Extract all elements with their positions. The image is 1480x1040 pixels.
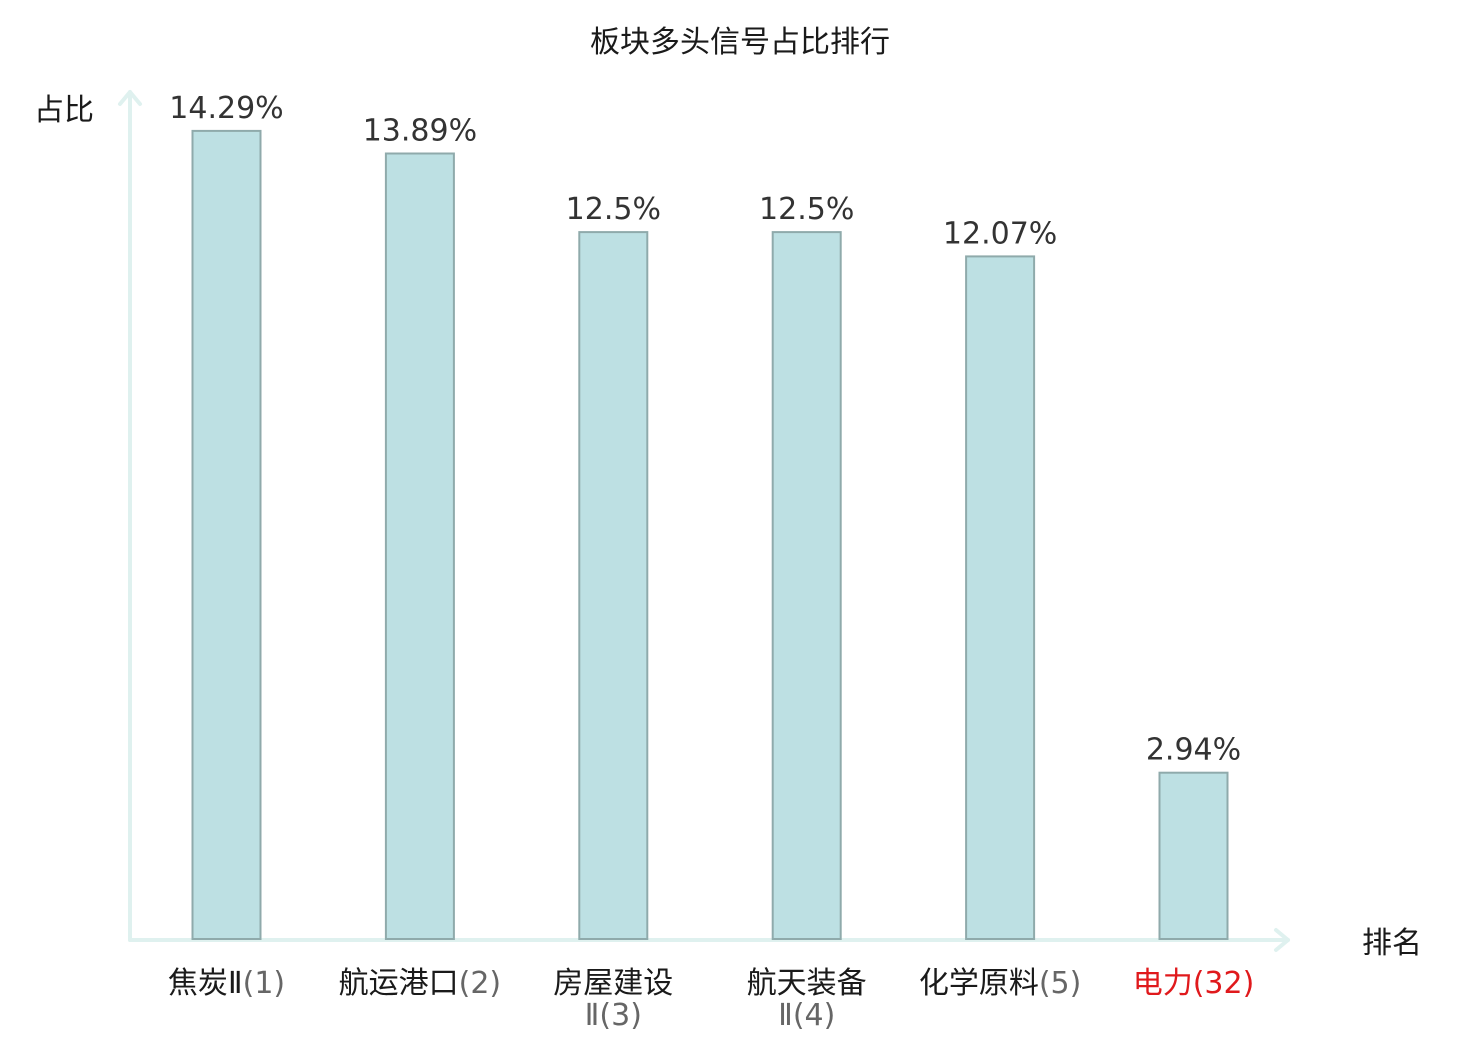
category-name-6: 电力: [1133, 966, 1193, 1001]
category-name-3: 房屋建设: [553, 966, 673, 1001]
bar-6: [1158, 771, 1229, 941]
category-rank-6: (32): [1193, 966, 1255, 1001]
bar-1: [191, 129, 262, 940]
bar-4: [771, 231, 842, 941]
bar-5: [965, 255, 1036, 940]
y-axis-arrow: [118, 90, 142, 106]
value-label-2: 13.89%: [363, 114, 477, 149]
category-label-2: 航运港口(2): [339, 966, 502, 1001]
bar-2: [384, 152, 455, 940]
value-label-1: 14.29%: [169, 91, 283, 126]
value-label-4: 12.5%: [759, 192, 854, 227]
category-rank-4: Ⅱ(4): [778, 998, 835, 1033]
x-axis-label: 排名: [1362, 926, 1422, 961]
value-label-6: 2.94%: [1146, 733, 1241, 768]
category-name-1: 焦炭Ⅱ: [168, 966, 243, 1001]
value-label-5: 12.07%: [943, 216, 1057, 251]
category-rank-3: Ⅱ(3): [585, 998, 642, 1033]
category-name-5: 化学原料: [919, 966, 1039, 1001]
category-label-1: 焦炭Ⅱ(1): [168, 966, 285, 1001]
category-label-5: 化学原料(5): [919, 966, 1082, 1001]
chart-title: 板块多头信号占比排行: [590, 25, 890, 60]
category-rank-5: (5): [1039, 966, 1082, 1001]
x-axis-arrow: [1274, 928, 1290, 952]
y-axis-label: 占比: [34, 93, 94, 128]
value-label-3: 12.5%: [566, 192, 661, 227]
bar-3: [578, 231, 649, 941]
category-label-6: 电力(32): [1133, 966, 1255, 1001]
category-name-4: 航天装备: [747, 966, 867, 1001]
category-rank-1: (1): [243, 966, 286, 1001]
category-name-2: 航运港口: [339, 966, 459, 1001]
category-rank-2: (2): [459, 966, 502, 1001]
